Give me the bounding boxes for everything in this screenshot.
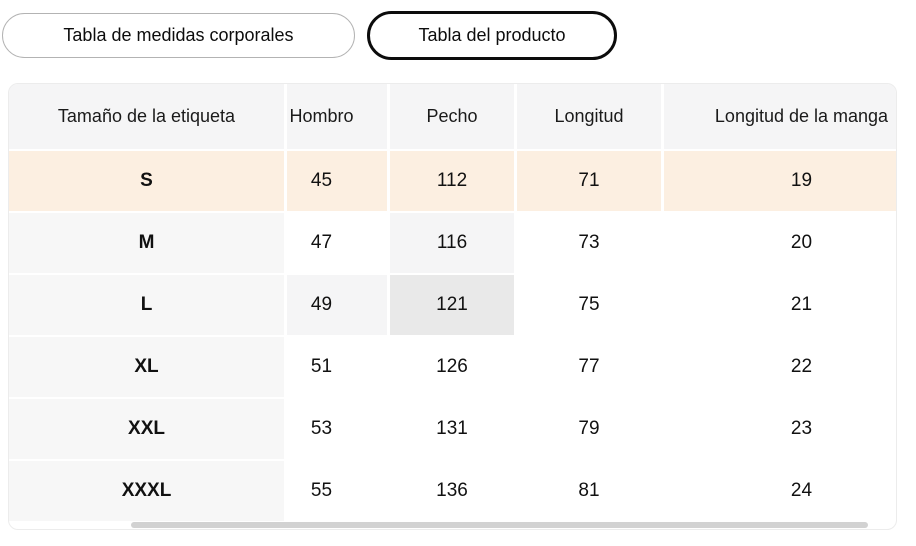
row-label-xxxl[interactable]: XXXL (9, 461, 287, 521)
cell-xxl-sleeve[interactable]: 23 (661, 399, 896, 459)
tab-body-measurements[interactable]: Tabla de medidas corporales (2, 13, 355, 58)
cell-xxl-length[interactable]: 79 (514, 399, 661, 459)
table-row-m: 47 116 73 20 M (9, 213, 896, 273)
row-label-xxl[interactable]: XXL (9, 399, 287, 459)
row-label-s[interactable]: S (9, 151, 287, 211)
cell-l-chest[interactable]: 121 (387, 275, 514, 335)
cell-l-sleeve[interactable]: 21 (661, 275, 896, 335)
tab-product-measurements[interactable]: Tabla del producto (367, 11, 617, 60)
table-header-row: Hombro Pecho Longitud Longitud de la man… (9, 84, 896, 149)
row-label-l[interactable]: L (9, 275, 287, 335)
cell-l-length[interactable]: 75 (514, 275, 661, 335)
cell-xxl-chest[interactable]: 131 (387, 399, 514, 459)
cell-m-length[interactable]: 73 (514, 213, 661, 273)
cell-xxxl-length[interactable]: 81 (514, 461, 661, 521)
column-header-length: Longitud (514, 84, 661, 149)
table-row-l: 49 121 75 21 L (9, 275, 896, 335)
cell-m-sleeve[interactable]: 20 (661, 213, 896, 273)
column-header-label-size: Tamaño de la etiqueta (9, 84, 287, 149)
cell-s-chest[interactable]: 112 (387, 151, 514, 211)
horizontal-scrollbar-thumb[interactable] (131, 522, 868, 528)
cell-m-chest[interactable]: 116 (387, 213, 514, 273)
cell-xl-chest[interactable]: 126 (387, 337, 514, 397)
tab-body-measurements-label: Tabla de medidas corporales (63, 25, 294, 45)
column-header-sleeve-length: Longitud de la manga (661, 84, 896, 149)
tab-product-measurements-label: Tabla del producto (418, 25, 566, 45)
column-header-chest: Pecho (387, 84, 514, 149)
table-row-xxl: 53 131 79 23 XXL (9, 399, 896, 459)
cell-s-sleeve[interactable]: 19 (661, 151, 896, 211)
row-label-xl[interactable]: XL (9, 337, 287, 397)
cell-xxxl-chest[interactable]: 136 (387, 461, 514, 521)
table-row-xl: 51 126 77 22 XL (9, 337, 896, 397)
size-table: Hombro Pecho Longitud Longitud de la man… (8, 83, 897, 530)
cell-xl-length[interactable]: 77 (514, 337, 661, 397)
table-row-s: 45 112 71 19 S (9, 151, 896, 211)
table-row-xxxl: 55 136 81 24 XXXL (9, 461, 896, 521)
cell-xxxl-sleeve[interactable]: 24 (661, 461, 896, 521)
cell-s-length[interactable]: 71 (514, 151, 661, 211)
cell-xl-sleeve[interactable]: 22 (661, 337, 896, 397)
row-label-m[interactable]: M (9, 213, 287, 273)
